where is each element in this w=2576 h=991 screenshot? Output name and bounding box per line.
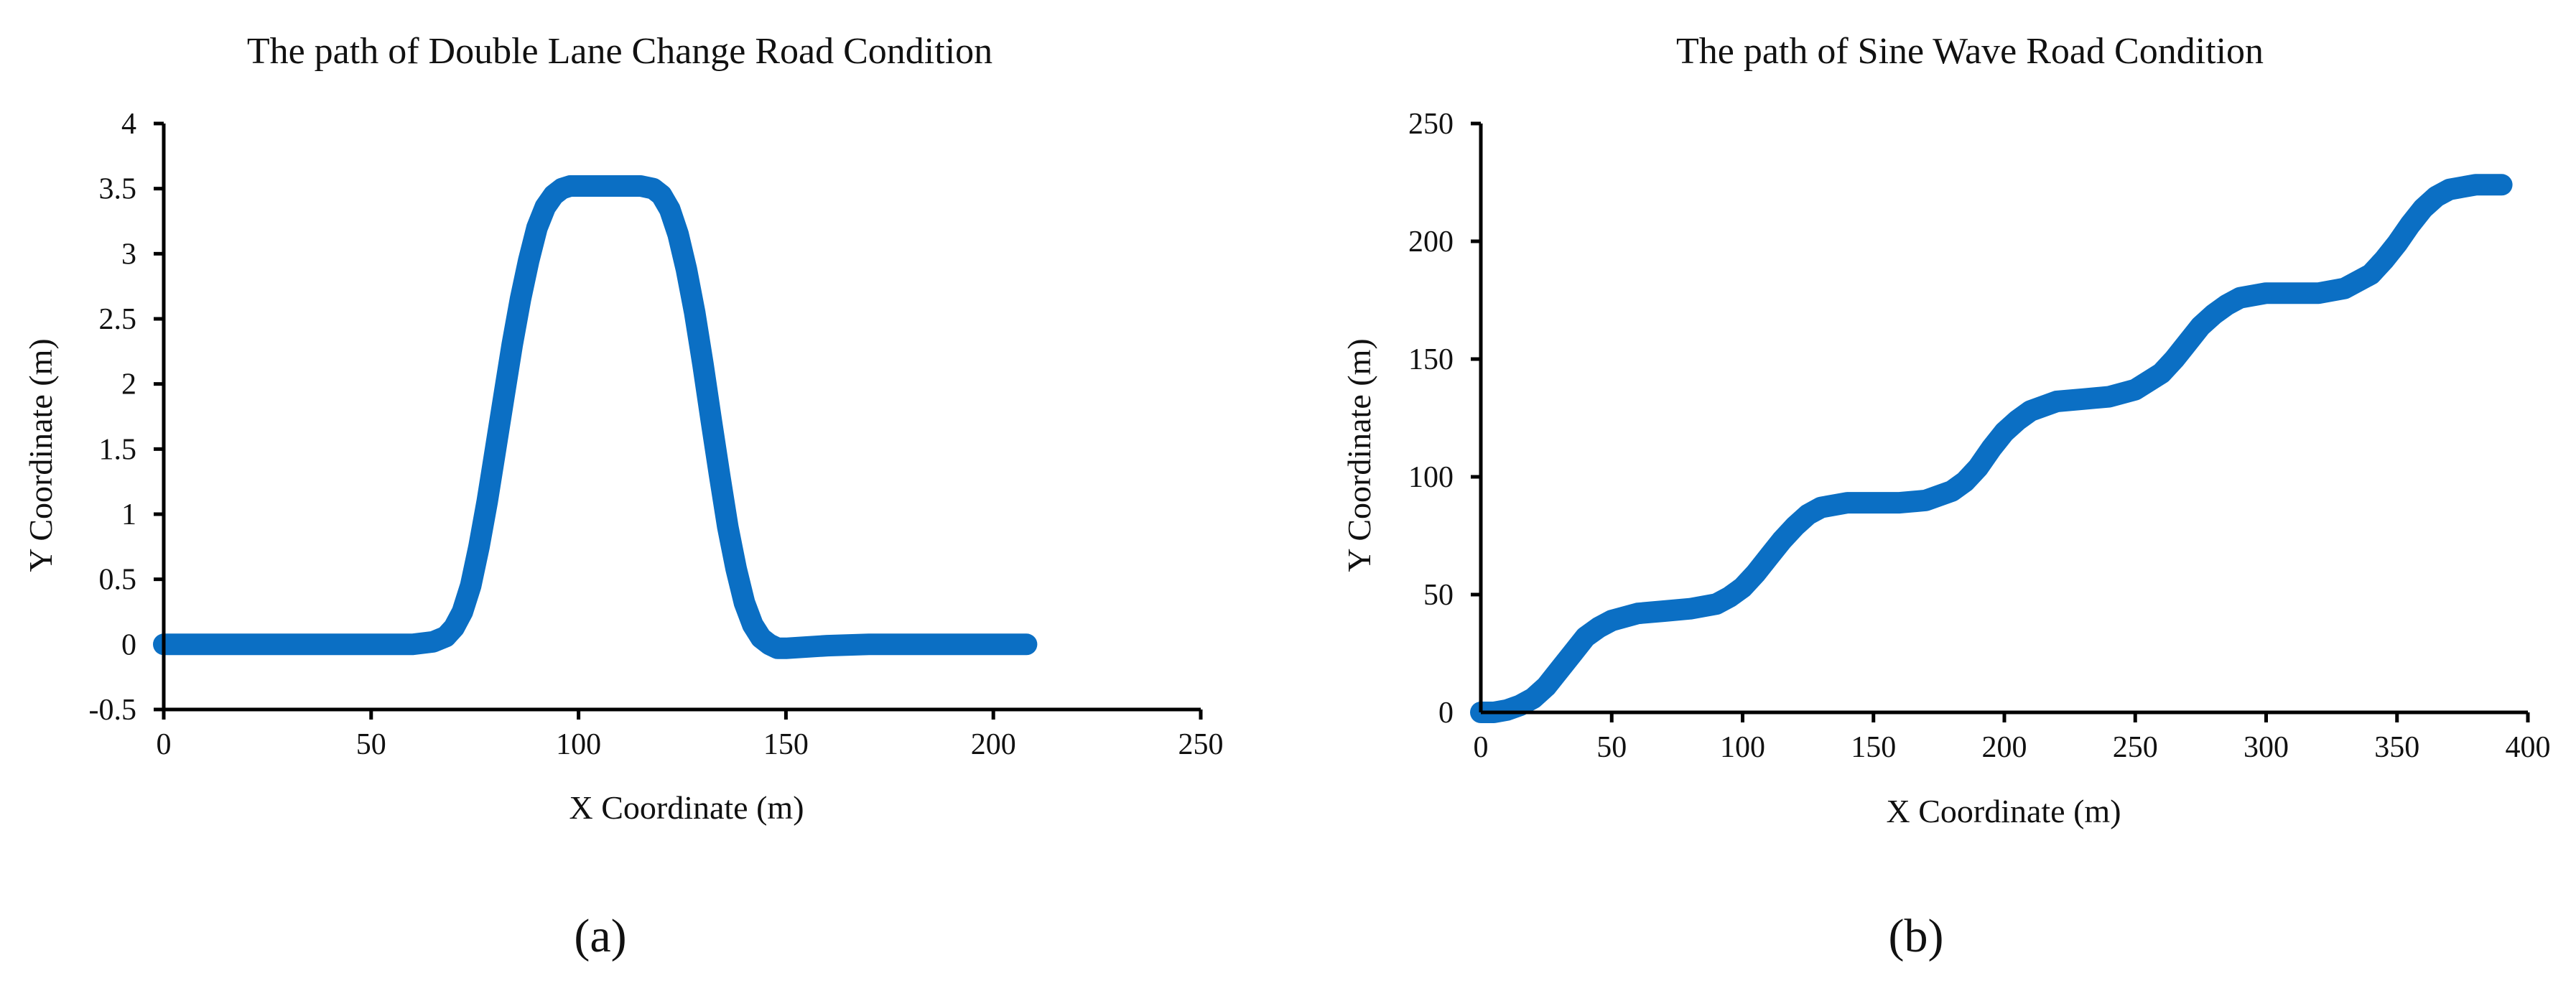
y-axis-label: Y Coordinate (m): [22, 338, 59, 572]
y-tick-label: 0: [1438, 697, 1454, 730]
y-tick-label: 2.5: [99, 303, 137, 336]
panel-label-a: (a): [574, 910, 626, 962]
series-line-0: [1470, 174, 2513, 723]
y-tick-label: 100: [1408, 461, 1454, 494]
tick-layer: 0 50 100 150 200 250 0 50 100 150 200 250 300 350 400: [1408, 108, 2551, 764]
x-tick-label: 150: [763, 728, 809, 761]
y-tick-label: 150: [1408, 343, 1454, 376]
series-layer: [1470, 174, 2513, 723]
x-tick-label: 250: [2113, 731, 2158, 764]
y-tick-label: 2: [121, 368, 136, 401]
series-line-0: [153, 175, 1038, 659]
chart-title: The path of Sine Wave Road Condition: [1676, 31, 2264, 72]
chart-panel-sine-wave: The path of Sine Wave Road Condition Y C…: [1341, 31, 2551, 962]
y-tick-label: -0.5: [89, 694, 137, 727]
axes-layer: [162, 124, 1201, 712]
x-tick-label: 50: [356, 728, 386, 761]
axes-layer: [1479, 124, 2528, 715]
series-layer: [153, 175, 1038, 659]
chart-title: The path of Double Lane Change Road Cond…: [247, 31, 992, 72]
y-tick-label: 3.5: [99, 173, 137, 206]
y-tick-label: 250: [1408, 108, 1454, 141]
y-tick-label: 200: [1408, 225, 1454, 259]
y-tick-label: 1: [121, 498, 136, 531]
x-axis-label: X Coordinate (m): [569, 789, 804, 826]
x-tick-label: 350: [2374, 731, 2419, 764]
x-tick-label: 300: [2243, 731, 2289, 764]
y-tick-label: 4: [121, 108, 136, 141]
x-tick-label: 100: [1720, 731, 1765, 764]
x-tick-label: 0: [157, 728, 172, 761]
y-axis-label: Y Coordinate (m): [1341, 338, 1377, 572]
x-tick-label: 0: [1474, 731, 1489, 764]
y-tick-label: 0.5: [99, 564, 137, 597]
x-tick-label: 50: [1596, 731, 1627, 764]
y-tick-label: 3: [121, 238, 136, 271]
x-tick-label: 400: [2506, 731, 2551, 764]
x-tick-label: 200: [1982, 731, 2027, 764]
x-axis-label: X Coordinate (m): [1886, 793, 2121, 829]
panel-label-b: (b): [1889, 910, 1944, 962]
chart-panel-double-lane-change: The path of Double Lane Change Road Cond…: [22, 31, 1224, 962]
y-tick-label: 50: [1423, 579, 1454, 612]
y-tick-label: 1.5: [99, 433, 137, 466]
x-tick-label: 150: [1851, 731, 1896, 764]
x-tick-label: 250: [1178, 728, 1224, 761]
tick-layer: -0.5 0 0.5 1 1.5 2 2.5 3 3.5 4 0 50 100 150 200 250: [89, 108, 1224, 761]
x-tick-label: 200: [971, 728, 1016, 761]
y-tick-label: 0: [121, 628, 136, 661]
x-tick-label: 100: [556, 728, 601, 761]
